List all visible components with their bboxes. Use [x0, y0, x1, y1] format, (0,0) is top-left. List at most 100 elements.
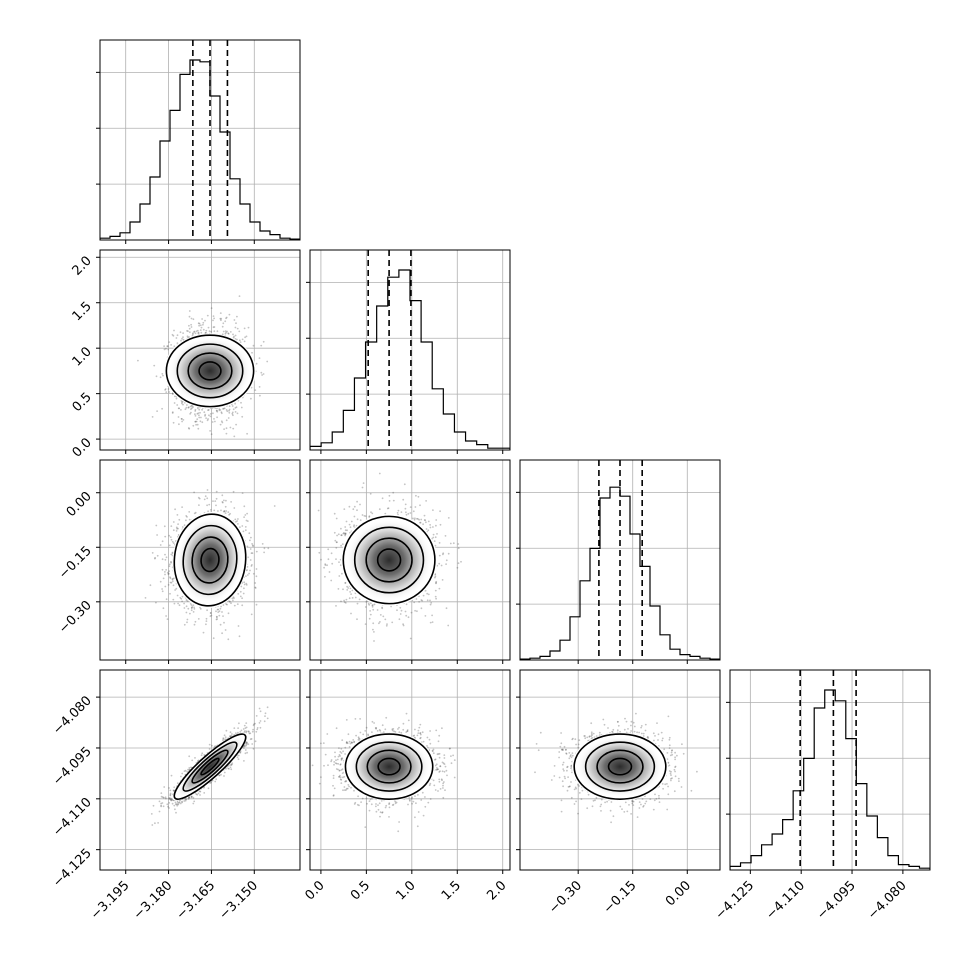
scatter-point-1-0 [171, 333, 174, 336]
contour-2-0-2 [182, 524, 238, 596]
scatter-point-1-0 [211, 421, 214, 423]
scatter-point-2-0 [221, 494, 224, 497]
scatter-point-2-0 [165, 615, 168, 617]
scatter-point-1-0 [161, 373, 164, 375]
scatter-point-2-0 [215, 497, 218, 500]
scatter-point-1-0 [187, 406, 190, 409]
scatter-point-2-0 [209, 612, 212, 614]
scatter-point-2-0 [186, 600, 189, 602]
scatter-point-1-0 [192, 333, 194, 336]
scatter-point-1-0 [190, 411, 192, 414]
scatter-point-1-0 [224, 332, 227, 335]
scatter-point-2-0 [234, 518, 237, 521]
scatter-point-1-0 [155, 375, 158, 378]
scatter-point-1-0 [168, 341, 171, 343]
scatter-point-2-0 [191, 606, 194, 608]
scatter-point-2-1 [353, 515, 356, 518]
scatter-point-1-0 [219, 409, 222, 411]
scatter-point-1-0 [244, 336, 247, 339]
panel-2-1 [306, 459, 511, 664]
panel-1-1 [306, 249, 511, 454]
scatter-point-2-0 [144, 597, 147, 599]
scatter-point-1-0 [235, 423, 238, 426]
scatter-point-2-1 [364, 606, 367, 608]
scatter-point-2-0 [193, 623, 196, 626]
scatter-point-1-0 [179, 331, 182, 334]
scatter-point-2-0 [169, 592, 171, 595]
scatter-point-1-0 [228, 405, 231, 408]
scatter-point-1-0 [221, 325, 224, 328]
scatter-point-2-0 [223, 510, 226, 513]
scatter-point-1-0 [240, 406, 243, 409]
scatter-point-2-0 [239, 526, 241, 528]
scatter-point-1-0 [209, 430, 212, 432]
scatter-point-2-0 [244, 529, 247, 532]
scatter-point-2-0 [242, 530, 245, 533]
scatter-point-2-0 [186, 618, 189, 621]
scatter-point-1-0 [181, 420, 184, 423]
panel-frame-2-0 [99, 459, 301, 661]
scatter-point-1-0 [194, 415, 197, 417]
scatter-point-2-0 [221, 632, 224, 635]
scatter-point-1-0 [201, 408, 204, 411]
scatter-point-2-0 [187, 607, 190, 610]
scatter-point-1-0 [225, 316, 228, 319]
panel-frame-1-1 [309, 249, 511, 451]
scatter-point-1-0 [246, 432, 249, 435]
scatter-point-1-0 [171, 412, 174, 414]
scatter-point-2-1 [386, 623, 388, 625]
scatter-point-2-0 [252, 545, 255, 547]
scatter-point-1-0 [191, 407, 193, 410]
scatter-point-1-0 [182, 332, 185, 334]
scatter-point-2-0 [254, 582, 257, 584]
panel-2-0-content [100, 460, 300, 660]
scatter-point-2-1 [435, 524, 437, 527]
scatter-point-2-0 [199, 608, 202, 610]
scatter-point-1-0 [204, 332, 207, 334]
scatter-point-1-0 [258, 357, 261, 359]
scatter-point-2-0 [255, 575, 258, 578]
scatter-point-2-0 [185, 605, 188, 608]
scatter-point-1-0 [234, 411, 237, 413]
scatter-point-2-0 [186, 516, 188, 518]
scatter-point-1-0 [209, 413, 212, 415]
scatter-point-1-0 [231, 405, 234, 407]
scatter-point-2-0 [244, 526, 247, 528]
scatter-point-2-0 [172, 598, 175, 601]
scatter-point-1-0 [227, 417, 230, 419]
scatter-point-2-0 [156, 534, 159, 536]
scatter-point-1-0 [213, 326, 216, 328]
scatter-point-1-0 [185, 406, 188, 409]
scatter-point-2-0 [209, 615, 212, 618]
scatter-point-2-1 [330, 552, 333, 555]
scatter-point-2-0 [224, 629, 227, 631]
scatter-point-2-0 [251, 543, 254, 545]
scatter-point-2-0 [197, 618, 200, 620]
scatter-point-2-0 [222, 604, 225, 606]
scatter-point-1-0 [234, 402, 237, 405]
scatter-point-2-0 [194, 620, 197, 623]
scatter-point-1-0 [172, 421, 175, 424]
scatter-point-1-0 [216, 416, 219, 419]
scatter-point-1-0 [176, 334, 179, 337]
scatter-point-1-0 [241, 338, 244, 341]
scatter-point-2-0 [220, 509, 222, 512]
scatter-point-2-0 [239, 590, 242, 593]
scatter-point-1-0 [190, 405, 193, 407]
scatter-point-2-0 [189, 603, 192, 605]
scatter-point-2-0 [246, 545, 249, 548]
scatter-point-1-0 [212, 315, 215, 317]
scatter-point-1-0 [198, 324, 201, 327]
tick-label-y-1-1: 0.5 [70, 390, 95, 415]
scatter-point-2-1 [353, 524, 355, 527]
scatter-point-1-0 [245, 335, 248, 338]
scatter-point-1-0 [162, 374, 164, 377]
scatter-point-2-0 [174, 508, 177, 511]
scatter-point-2-0 [215, 504, 217, 507]
scatter-point-2-1 [429, 621, 432, 624]
scatter-point-1-0 [181, 337, 183, 340]
scatter-point-2-0 [232, 490, 235, 493]
scatter-point-2-0 [156, 554, 159, 557]
contour-1-0-3 [165, 334, 255, 408]
scatter-point-1-0 [240, 401, 242, 404]
